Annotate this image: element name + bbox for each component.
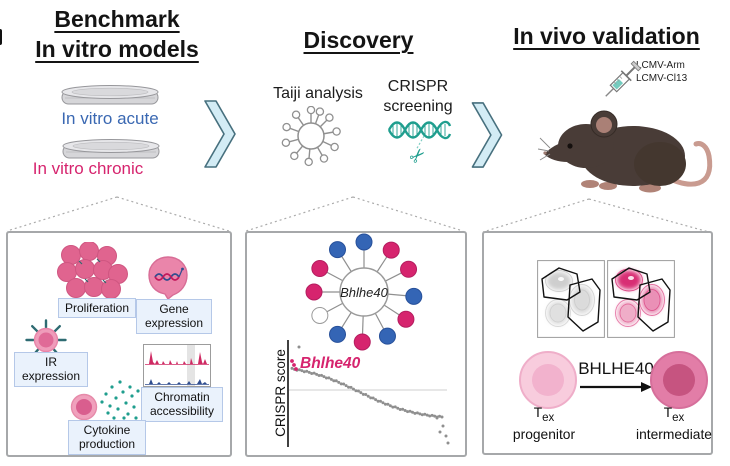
in-vitro-acute-label: In vitro acute [61,109,159,128]
bhlhe40-arrow-label: BHLHE40 [578,359,654,378]
petri-dish-chronic-icon [62,139,160,159]
proliferation-label: Proliferation [58,298,136,319]
flow-cytometry-plot-pink [607,260,675,338]
tex-intermediate-label: Tex intermediate [636,405,712,442]
benchmark-title-line2: In vitro models [35,36,199,63]
chevron-right-icon [471,102,503,168]
benchmark-readouts-panel: Proliferation Gene expression IR express [6,231,232,457]
tex-intermediate-cell-icon [650,351,708,409]
discovery-results-panel: Bhlhe40 Bhlhe40 CRISPR score [245,231,467,457]
tex-progenitor-cell-icon [519,351,577,409]
cytokine-production-label: Cytokine production [68,420,146,455]
scissors-glyph: ✂ [405,143,431,169]
petri-dish-acute-icon [61,85,159,105]
bhlhe40-network-and-crispr-plot [287,233,450,447]
cropped-edge-artifact [0,29,2,45]
tex-intermediate-cell-nucleus [663,364,695,396]
in-vitro-chronic-label: In vitro chronic [32,159,144,178]
transition-arrow-icon [580,382,652,392]
crispr-score-axis-label: CRISPR score [273,349,288,437]
invivo-validation-panel: BHLHE40 Tex progenitor Tex intermediate [482,231,713,455]
chromatin-accessibility-tracks-icon [143,344,211,387]
network-hub-gene-label: Bhlhe40 [340,285,388,300]
cytokine-production-icon [70,380,140,421]
flow-cytometry-plot-gray [537,260,605,338]
lcmv-strains-label: LCMV-Arm LCMV-Cl13 [636,60,688,84]
chromatin-accessibility-label: Chromatin accessibility [141,387,223,422]
benchmark-title-line1: Benchmark [54,6,180,32]
benchmark-title: Benchmark In vitro models [22,4,212,65]
crispr-highlight-gene-label: Bhlhe40 [300,355,361,372]
tex-progenitor-label: Tex progenitor [512,405,576,442]
discovery-title: Discovery [303,27,414,53]
taiji-network-icon [281,106,341,167]
syringe-icon [598,56,646,104]
ir-expression-label: IR expression [14,352,88,387]
taiji-analysis-label: Taiji analysis [273,85,363,102]
gene-expression-icon [148,256,188,300]
crispr-dna-scissors-icon: ✂ [387,120,452,169]
proliferation-cells-icon [57,242,128,299]
mouse-icon [538,110,713,193]
invivo-title: In vivo validation [513,23,700,49]
crispr-screening-label: CRISPR screening [383,78,453,116]
tex-progenitor-cell-nucleus [532,364,564,396]
chevron-right-icon [204,100,236,168]
gene-expression-label: Gene expression [136,299,212,334]
